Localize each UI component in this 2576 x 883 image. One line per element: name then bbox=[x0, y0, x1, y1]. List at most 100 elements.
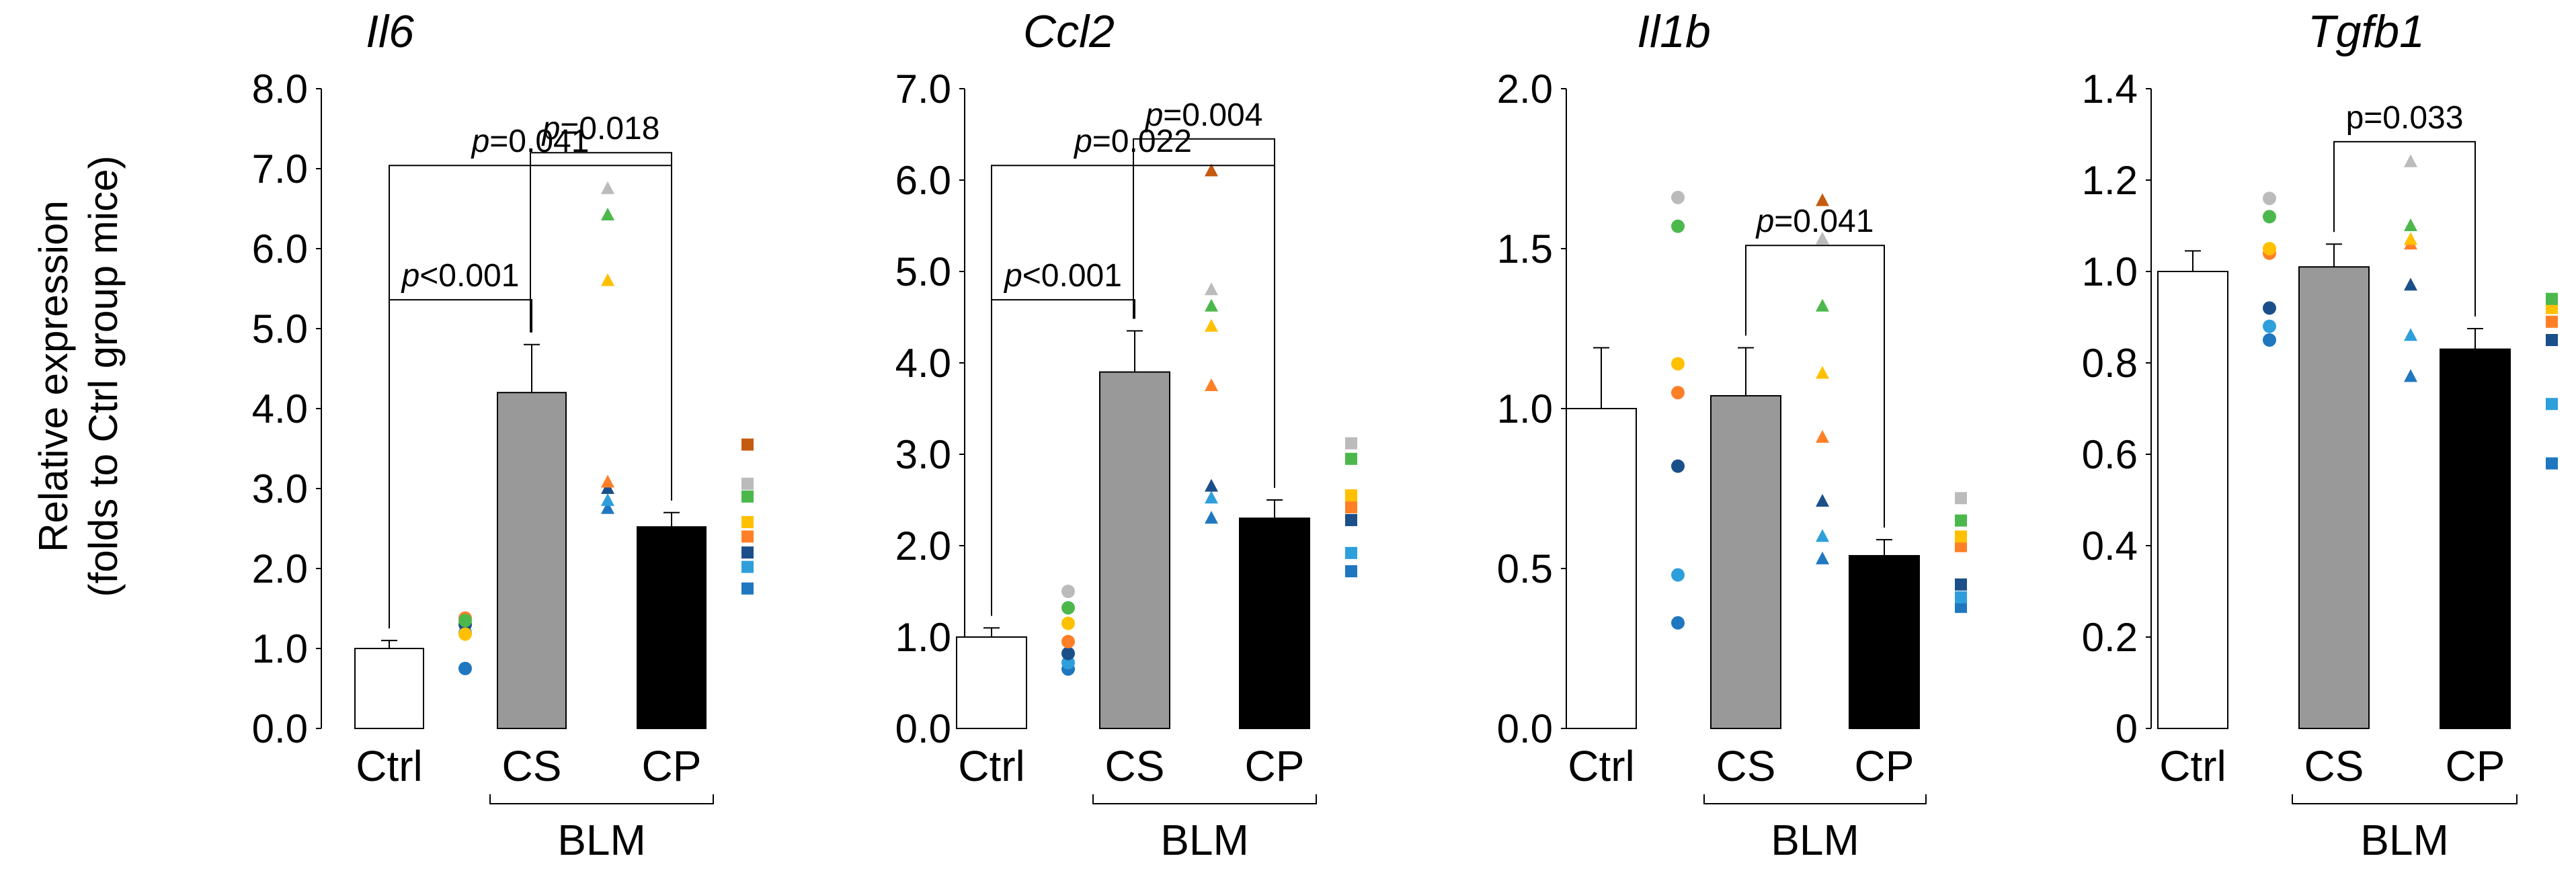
data-point bbox=[2404, 232, 2417, 245]
p-value-label: p=0.004 bbox=[1144, 97, 1263, 133]
y-tick-label: 6.0 bbox=[895, 158, 951, 203]
bar-ctrl bbox=[1566, 408, 1637, 729]
category-label-cs: CS bbox=[1105, 742, 1165, 790]
y-tick-label: 0.4 bbox=[2082, 523, 2138, 569]
y-tick-label: 2.0 bbox=[1497, 67, 1553, 112]
chart-panel-il6: Il6 0.0 1.0 2.0 3.0 4.0 5.0 6.0 7.0 8.0 Ctrl CS CP BL… bbox=[252, 6, 754, 864]
p-value-label: p=0.033 bbox=[2346, 100, 2464, 136]
chart-panel-ccl2: Ccl2 0.0 1.0 2.0 3.0 4.0 5.0 6.0 7.0 Ctrl CS CP BLM p… bbox=[895, 6, 1357, 864]
data-point bbox=[1061, 585, 1075, 598]
data-point bbox=[1955, 492, 1967, 505]
y-tick-label: 4.0 bbox=[252, 386, 308, 431]
data-point bbox=[741, 477, 754, 490]
bar-ctrl bbox=[354, 648, 424, 729]
data-point bbox=[2546, 315, 2558, 328]
data-point bbox=[601, 474, 614, 488]
y-tick-label: 0.8 bbox=[2082, 341, 2138, 386]
category-label-cp: CP bbox=[642, 742, 702, 790]
y-tick-label: 3.0 bbox=[252, 466, 308, 511]
data-point bbox=[1345, 565, 1357, 578]
data-point bbox=[601, 273, 614, 286]
y-tick-label: 1.0 bbox=[1497, 386, 1553, 431]
data-point bbox=[2546, 334, 2558, 346]
category-label-ctrl: Ctrl bbox=[958, 742, 1025, 790]
data-point bbox=[1816, 551, 1829, 564]
y-tick-label: 1.0 bbox=[895, 615, 951, 660]
data-point bbox=[741, 438, 754, 451]
y-axis-label: Relative expression (folds to Ctrl group… bbox=[31, 156, 126, 597]
significance-bracket bbox=[1133, 138, 1275, 488]
y-tick-label: 2.0 bbox=[895, 523, 951, 569]
data-point bbox=[1345, 546, 1357, 559]
data-point bbox=[1205, 378, 1218, 391]
data-point bbox=[1345, 501, 1357, 513]
y-tick-label: 0.2 bbox=[2082, 615, 2138, 660]
data-point bbox=[1061, 601, 1075, 615]
bar-cp bbox=[637, 526, 707, 729]
chart-panel-tgfb1: Tgfb1 0 0.2 0.4 0.6 0.8 1.0 1.2 1.4 Ctrl CS CP BLM p=… bbox=[2082, 6, 2558, 864]
data-point bbox=[601, 181, 614, 194]
data-point bbox=[1816, 429, 1829, 443]
p-value-label: p=0.022 bbox=[1073, 124, 1192, 159]
data-point bbox=[741, 546, 754, 559]
data-point bbox=[1061, 634, 1075, 648]
category-label-ctrl: Ctrl bbox=[1568, 742, 1635, 790]
data-point bbox=[1816, 231, 1829, 245]
data-point bbox=[1816, 298, 1829, 312]
y-tick-label: 3.0 bbox=[895, 432, 951, 477]
data-point bbox=[1671, 616, 1685, 630]
y-tick-label: 2.0 bbox=[252, 546, 308, 591]
data-point bbox=[1816, 366, 1829, 379]
bar-cp bbox=[1239, 517, 1310, 729]
data-point bbox=[1671, 568, 1685, 582]
data-point bbox=[2404, 154, 2417, 167]
bar-cs bbox=[2298, 266, 2370, 729]
group-bracket bbox=[2292, 794, 2518, 804]
group-label: BLM bbox=[557, 816, 646, 864]
data-point bbox=[1205, 282, 1218, 296]
data-point bbox=[1205, 478, 1218, 492]
data-point bbox=[2546, 398, 2558, 411]
chart-title: Tgfb1 bbox=[2308, 6, 2425, 57]
category-label-cs: CS bbox=[1716, 742, 1776, 790]
y-tick-label: 7.0 bbox=[252, 146, 308, 192]
category-label-cp: CP bbox=[1855, 742, 1915, 790]
y-tick-label: 4.0 bbox=[895, 341, 951, 386]
significance-bracket bbox=[389, 299, 532, 629]
chart-title: Il6 bbox=[366, 6, 414, 57]
y-tick-label: 7.0 bbox=[895, 67, 951, 112]
p-value-label: p<0.001 bbox=[1003, 258, 1122, 294]
category-label-cp: CP bbox=[2446, 742, 2505, 790]
data-point bbox=[1345, 452, 1357, 465]
data-point bbox=[2263, 192, 2276, 206]
significance-bracket bbox=[1745, 245, 1885, 528]
data-point bbox=[1955, 601, 1967, 614]
data-point bbox=[458, 627, 472, 641]
data-point bbox=[1816, 529, 1829, 542]
bar-cs bbox=[1710, 394, 1781, 730]
data-point bbox=[1671, 386, 1685, 400]
y-tick-label: 5.0 bbox=[895, 249, 951, 294]
category-label-cp: CP bbox=[1245, 742, 1305, 790]
group-label: BLM bbox=[1160, 816, 1249, 864]
group-bracket bbox=[1092, 794, 1317, 804]
data-point bbox=[1671, 219, 1685, 233]
data-point bbox=[2404, 369, 2417, 382]
data-point bbox=[2546, 457, 2558, 470]
data-point bbox=[1205, 491, 1218, 504]
y-axis-label-line-1: Relative expression bbox=[31, 200, 76, 552]
y-axis-label-line-2: (folds to Ctrl group mice) bbox=[81, 156, 126, 597]
p-value-label: p=0.018 bbox=[541, 111, 660, 146]
data-point bbox=[741, 515, 754, 528]
group-label: BLM bbox=[1771, 816, 1859, 864]
data-point bbox=[741, 560, 754, 573]
chart-title: Il1b bbox=[1637, 6, 1711, 57]
data-point bbox=[2263, 242, 2276, 255]
data-point bbox=[1671, 459, 1685, 473]
significance-bracket bbox=[2333, 140, 2476, 317]
bar-cp bbox=[2440, 348, 2511, 729]
y-tick-label: 8.0 bbox=[252, 67, 308, 112]
category-label-ctrl: Ctrl bbox=[2159, 742, 2226, 790]
data-point bbox=[601, 501, 614, 514]
data-point bbox=[741, 530, 754, 543]
